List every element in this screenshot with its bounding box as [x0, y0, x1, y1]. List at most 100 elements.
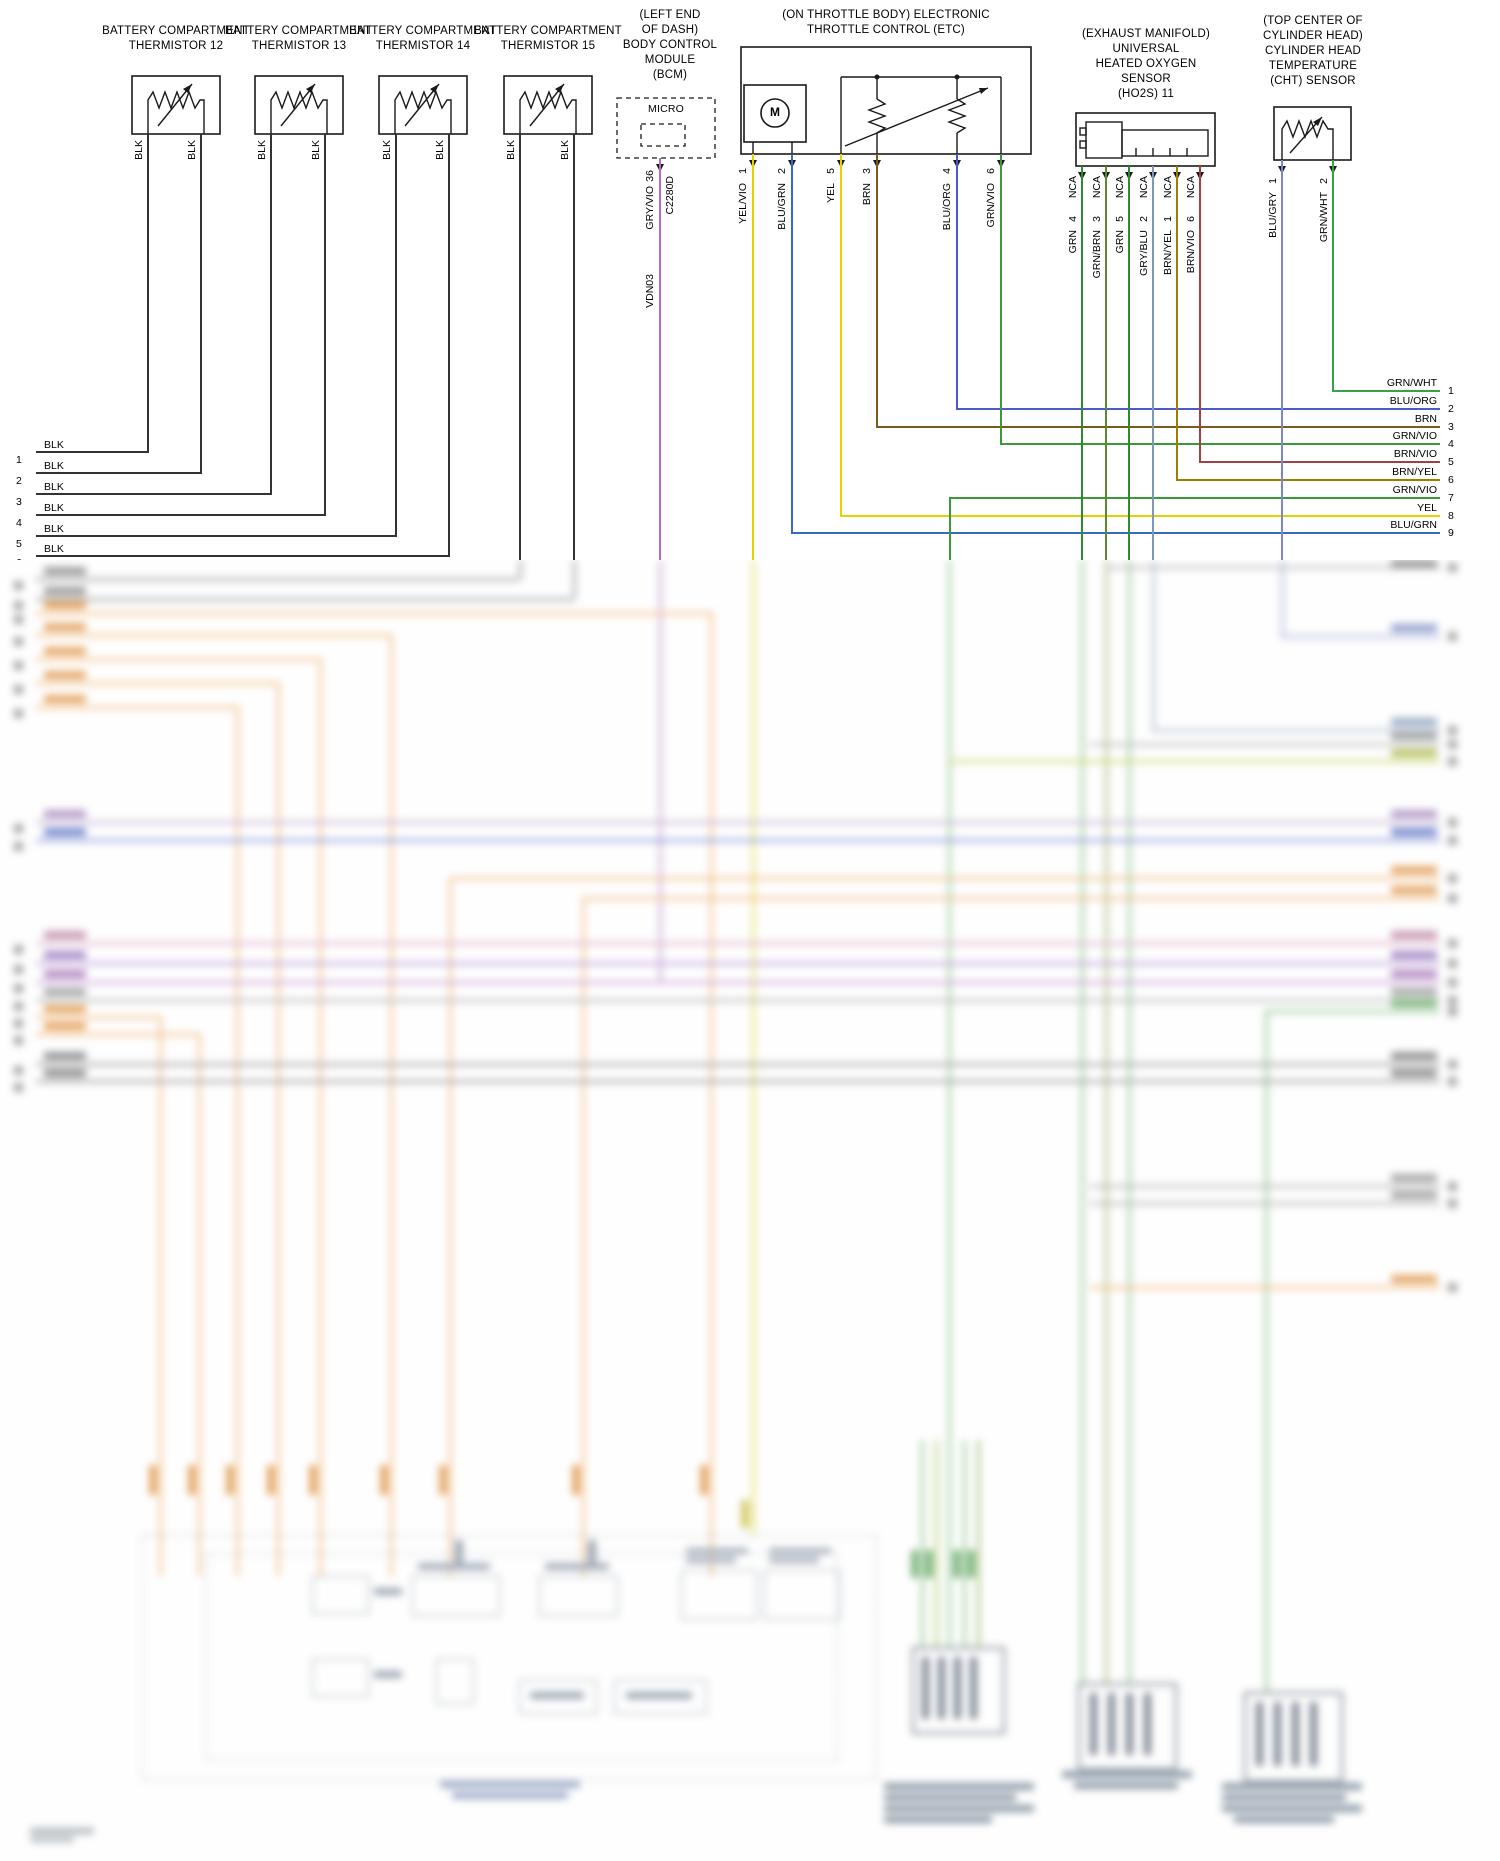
blurred-component: [614, 1680, 707, 1714]
ho2s-nca-label: NCA: [1091, 176, 1103, 199]
ho2s-title-line2: UNIVERSAL: [1112, 43, 1180, 55]
ho2s-nca-label: NCA: [1114, 176, 1126, 199]
thermistor-13-title2: THERMISTOR 13: [251, 40, 347, 52]
blurred-label: [374, 1671, 402, 1678]
blurred-wire: [36, 612, 711, 615]
blurred-number: [1448, 757, 1457, 766]
blurred-label: [267, 1465, 275, 1495]
etc-pin-number: 6: [985, 168, 997, 174]
bcm-title-line2: OF DASH): [641, 24, 699, 36]
blurred-number: [1448, 632, 1457, 641]
blurred-label: [1074, 1782, 1178, 1789]
wire-label-blk: BLK: [434, 140, 446, 160]
blurred-label: [440, 1781, 580, 1788]
bcm-title-line4: MODULE: [644, 54, 696, 66]
cht-title-line2: CYLINDER HEAD): [1263, 30, 1363, 42]
right-row-label: GRN/VIO: [1392, 430, 1437, 442]
blurred-label: [44, 623, 86, 631]
blurred-label: [44, 951, 86, 959]
blurred-label: [1222, 1805, 1362, 1812]
blurred-number: [1448, 894, 1457, 903]
blurred-connector-pin: [1292, 1702, 1299, 1766]
bcm-title-line1: (LEFT END: [639, 9, 701, 21]
blurred-label: [545, 1563, 609, 1570]
blurred-content: [0, 560, 1500, 1861]
thermistor-14-title2: THERMISTOR 14: [375, 40, 471, 52]
blurred-wire: [1128, 560, 1131, 1683]
blurred-label: [911, 1550, 919, 1578]
blurred-wire: [1281, 560, 1284, 635]
cht-wire-label: BLU/GRY: [1267, 192, 1279, 238]
blurred-number: [14, 709, 23, 718]
thermistor-13-title1: BATTERY COMPARTMENT: [225, 25, 373, 37]
blurred-number: [1448, 1283, 1457, 1292]
blurred-label: [925, 1550, 933, 1578]
left-row-label: BLK: [44, 481, 64, 493]
ho2s-wire-label: GRY/BLU: [1138, 230, 1150, 276]
ho2s-nca-label: NCA: [1185, 176, 1197, 199]
etc-title-line1: (ON THROTTLE BODY) ELECTRONIC: [782, 9, 990, 21]
blurred-label: [769, 1548, 831, 1554]
ho2s-pin-number: 6: [1185, 216, 1197, 222]
blurred-connector-pin: [1090, 1693, 1097, 1755]
blurred-wire: [36, 634, 391, 637]
blurred-wire: [1265, 1010, 1440, 1013]
blurred-component: [681, 1570, 757, 1620]
blurred-label: [44, 970, 86, 978]
blurred-wire: [921, 1440, 924, 1647]
blurred-label: [44, 931, 86, 939]
blurred-label: [226, 1465, 234, 1495]
blurred-wire: [1090, 1286, 1440, 1289]
right-row-label: BLU/ORG: [1389, 395, 1437, 407]
blurred-label: [452, 1792, 568, 1799]
blurred-label: [1391, 970, 1437, 978]
cht-title-line1: (TOP CENTER OF: [1263, 15, 1363, 27]
bcm-micro-label: MICRO: [648, 103, 684, 115]
right-row-number: 8: [1448, 510, 1454, 522]
blurred-label: [884, 1805, 1034, 1812]
blurred-connector-pin: [938, 1657, 945, 1719]
ho2s-pin-number: 4: [1067, 216, 1079, 222]
thermistor-15-title1: BATTERY COMPARTMENT: [474, 25, 622, 37]
blurred-label: [1391, 749, 1437, 757]
blurred-wire: [36, 682, 278, 685]
blurred-number: [1448, 818, 1457, 827]
blurred-wire: [582, 897, 585, 1576]
wire-label-blk: BLK: [256, 140, 268, 160]
wire-label-blk: BLK: [186, 140, 198, 160]
blurred-number: [1448, 1077, 1457, 1086]
blurred-number: [1448, 939, 1457, 948]
blurred-number: [14, 842, 23, 851]
blurred-wire: [36, 962, 1440, 965]
cht-box: [1273, 106, 1352, 174]
etc-motor-label: M: [770, 105, 780, 119]
etc-pin-number: 1: [737, 168, 749, 174]
blurred-number: [14, 615, 23, 624]
blurred-wire: [948, 560, 951, 1647]
blurred-wire: [963, 1440, 966, 1647]
blurred-connector-pin: [1144, 1693, 1151, 1755]
ho2s-title-line4: SENSOR: [1121, 73, 1171, 85]
blurred-number: [14, 945, 23, 954]
blurred-wire: [1081, 560, 1084, 1683]
blurred-wire: [36, 598, 574, 601]
left-row-label: BLK: [44, 502, 64, 514]
blurred-label: [884, 1816, 992, 1823]
blurred-label: [149, 1465, 157, 1495]
blurred-label: [1391, 988, 1437, 996]
blurred-label: [380, 1465, 388, 1495]
blurred-label: [1391, 886, 1437, 894]
right-row-number: 5: [1448, 456, 1454, 468]
cht-title-line4: TEMPERATURE: [1268, 60, 1358, 72]
right-row-number: 9: [1448, 527, 1454, 539]
blurred-number: [1448, 726, 1457, 735]
etc-pin-number: 4: [941, 168, 953, 174]
right-row-number: 1: [1448, 385, 1454, 397]
ho2s-box: [1075, 112, 1216, 180]
blurred-label: [1234, 1816, 1334, 1823]
blurred-label: [626, 1692, 692, 1699]
blurred-wire: [935, 1440, 938, 1647]
blurred-label: [1391, 1052, 1437, 1060]
wire-label-blk: BLK: [559, 140, 571, 160]
